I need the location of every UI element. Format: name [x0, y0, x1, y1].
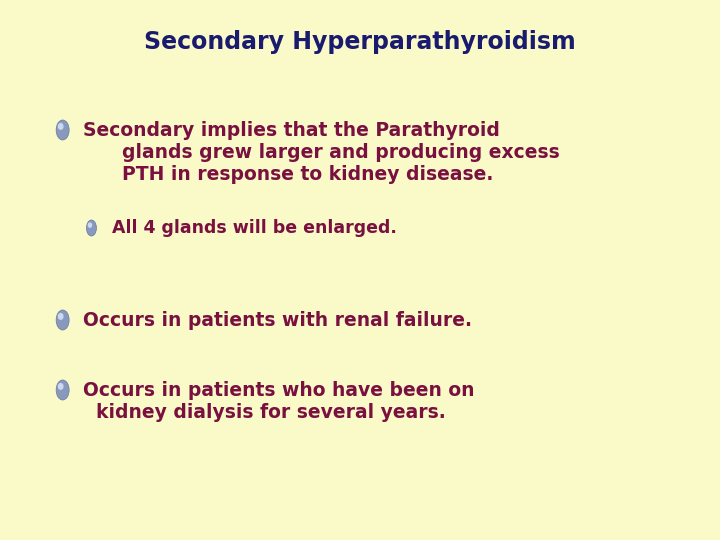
Ellipse shape	[58, 123, 63, 130]
Text: All 4 glands will be enlarged.: All 4 glands will be enlarged.	[112, 219, 397, 237]
Text: Secondary implies that the Parathyroid: Secondary implies that the Parathyroid	[83, 120, 500, 139]
Text: glands grew larger and producing excess: glands grew larger and producing excess	[83, 143, 559, 161]
Ellipse shape	[56, 120, 69, 140]
Text: kidney dialysis for several years.: kidney dialysis for several years.	[83, 402, 446, 422]
Text: Occurs in patients who have been on: Occurs in patients who have been on	[83, 381, 474, 400]
Ellipse shape	[56, 380, 69, 400]
Text: Secondary Hyperparathyroidism: Secondary Hyperparathyroidism	[144, 30, 576, 54]
Ellipse shape	[86, 220, 96, 236]
Ellipse shape	[88, 222, 92, 228]
Ellipse shape	[58, 383, 63, 390]
Ellipse shape	[56, 310, 69, 330]
Ellipse shape	[58, 313, 63, 320]
Text: Occurs in patients with renal failure.: Occurs in patients with renal failure.	[83, 310, 472, 329]
Text: PTH in response to kidney disease.: PTH in response to kidney disease.	[83, 165, 493, 184]
